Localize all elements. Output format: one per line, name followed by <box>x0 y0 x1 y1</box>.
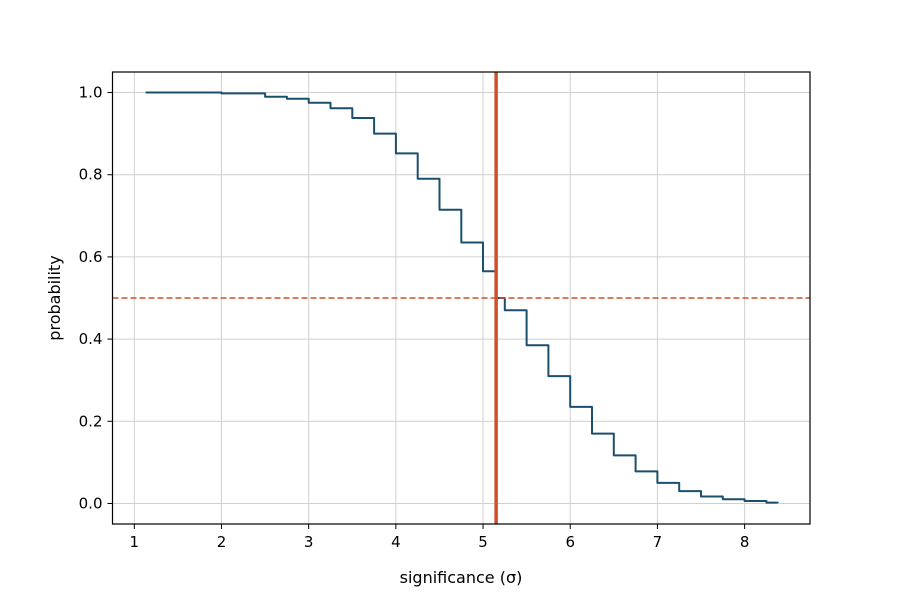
y-tick-label: 0.4 <box>79 330 103 348</box>
y-axis-label: probability <box>45 255 64 340</box>
x-tick-label: 4 <box>391 533 401 551</box>
y-tick-label: 0.2 <box>79 412 103 430</box>
grid <box>112 72 810 524</box>
x-tick-label: 3 <box>304 533 314 551</box>
x-tick-label: 1 <box>130 533 140 551</box>
plot-frame <box>111 71 811 525</box>
x-tick-label: 8 <box>740 533 750 551</box>
y-tick-label: 0.6 <box>79 248 103 266</box>
reference-lines <box>112 72 810 524</box>
x-tick-label: 2 <box>217 533 227 551</box>
y-tick-label: 0.8 <box>79 166 103 184</box>
y-tick-label: 0.0 <box>79 494 103 512</box>
y-tick-label: 1.0 <box>79 84 103 102</box>
x-tick-label: 6 <box>565 533 575 551</box>
ticks: 1 2 3 4 5 6 7 8 0.0 0.2 0.4 0.6 0.8 1.0 <box>79 84 750 551</box>
x-tick-label: 5 <box>478 533 488 551</box>
x-tick-label: 7 <box>653 533 663 551</box>
x-axis-label: significance (σ) <box>400 568 523 587</box>
